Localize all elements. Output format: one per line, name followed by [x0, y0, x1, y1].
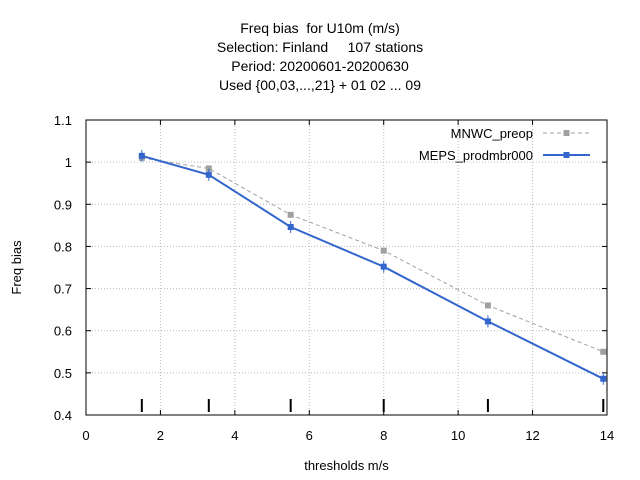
y-tick-label: 1.1	[54, 113, 72, 128]
data-point	[287, 211, 294, 218]
title-line-2: Selection: Finland 107 stations	[216, 39, 424, 55]
x-tick-label: 4	[231, 428, 238, 443]
legend-label: MEPS_prodmbr000	[419, 148, 533, 163]
series-layer	[138, 149, 607, 385]
x-tick-label: 6	[306, 428, 313, 443]
legend: MNWC_preop MEPS_prodmbr000	[419, 126, 590, 163]
title-line-4: Used {00,03,...,21} + 01 02 ... 09	[219, 77, 421, 93]
title-line-3: Period: 20200601-20200630	[231, 58, 409, 74]
x-tick-label: 10	[451, 428, 465, 443]
x-tick-label: 12	[525, 428, 539, 443]
grid-lines	[86, 120, 607, 415]
series-line	[141, 154, 604, 380]
plot-frame	[85, 119, 608, 416]
x-tick-label: 8	[380, 428, 387, 443]
y-tick-label: 0.8	[54, 239, 72, 254]
data-point	[484, 302, 491, 309]
x-axis-label: thresholds m/s	[304, 458, 389, 473]
y-tick-label: 0.7	[54, 282, 72, 297]
axis-ticks: 0 2 4 6 8 10 12 14 0.4 0.5 0.6 0.7 0.8 0.9 1 1.1	[54, 113, 614, 443]
series-line	[141, 157, 604, 353]
x-tick-label: 2	[157, 428, 164, 443]
threshold-markers	[140, 399, 605, 412]
y-tick-label: 0.6	[54, 324, 72, 339]
data-point	[600, 348, 607, 355]
legend-swatch-marker	[563, 152, 570, 158]
x-tick-label: 0	[82, 428, 89, 443]
y-tick-label: 0.5	[54, 366, 72, 381]
chart-title: Freq bias for U10m (m/s) Selection: Finl…	[0, 19, 640, 95]
y-tick-label: 0.9	[54, 197, 72, 212]
y-tick-label: 0.4	[54, 408, 72, 423]
data-point	[380, 247, 387, 254]
title-line-1: Freq bias for U10m (m/s)	[240, 20, 400, 36]
x-tick-label: 14	[600, 428, 614, 443]
data-point	[205, 165, 212, 172]
y-tick-label: 1	[65, 155, 72, 170]
legend-swatch-marker	[563, 130, 570, 136]
y-axis-label: Freq bias	[9, 240, 24, 295]
legend-label: MNWC_preop	[451, 126, 533, 141]
